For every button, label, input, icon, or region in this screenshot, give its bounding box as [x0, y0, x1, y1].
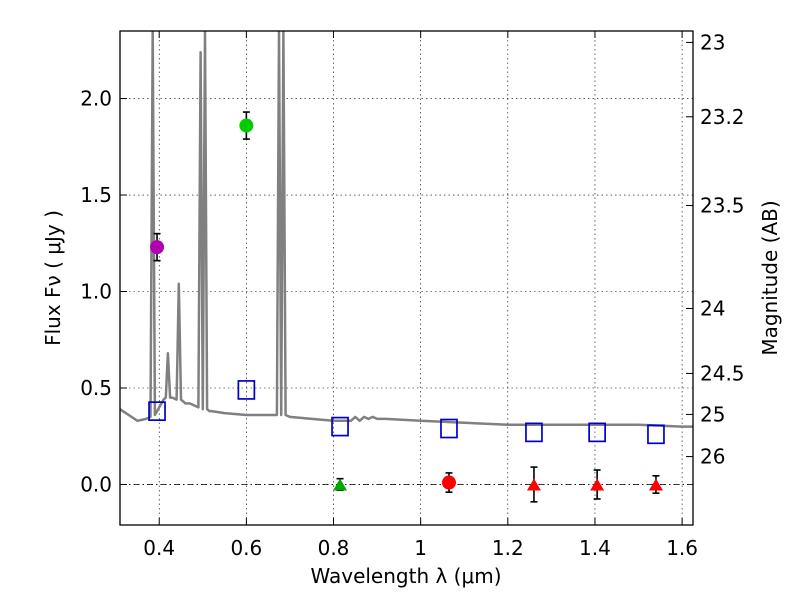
- upper-limit-triangle-marker: [648, 478, 663, 491]
- x-tick-label: 0.6: [230, 536, 262, 560]
- x-tick-label: 1: [414, 536, 427, 560]
- model-square-marker: [148, 401, 166, 421]
- detection-circle-marker: [239, 118, 254, 133]
- y2-tick-label: 23: [700, 30, 725, 54]
- y2-axis-label: Magnitude (AB): [758, 200, 782, 355]
- y2-tick-label: 23.5: [700, 194, 745, 218]
- y2-tick-label: 26: [700, 445, 725, 469]
- x-tick-label: 1.2: [492, 536, 524, 560]
- grid: [120, 31, 693, 525]
- detection-circle-marker: [150, 240, 165, 255]
- x-tick-label: 1.4: [579, 536, 611, 560]
- y2-tick-label: 25: [700, 402, 725, 426]
- axes: 0.4 0.6 0.8 1 1.2 1.4 1.6 0.0 0.5 1.0 1.5 2.0 23 23.2…: [80, 30, 744, 560]
- y-tick-label: 1.0: [80, 280, 112, 304]
- y-tick-label: 0.5: [80, 376, 112, 400]
- x-tick-label: 0.4: [143, 536, 175, 560]
- y-axis-label: Flux Fν ( μJy ): [41, 210, 65, 346]
- y-tick-label: 1.5: [80, 183, 112, 207]
- detection-circle-marker: [441, 475, 456, 490]
- upper-limit-triangle-marker: [590, 478, 605, 491]
- x-tick-label: 1.6: [666, 536, 698, 560]
- x-axis-label: Wavelength λ (μm): [310, 564, 501, 588]
- y2-tick-label: 24.5: [700, 361, 745, 385]
- plot-frame: [119, 30, 694, 526]
- model-square-marker: [647, 424, 665, 445]
- model-square-marker: [331, 416, 349, 437]
- y2-tick-label: 24: [700, 296, 725, 320]
- model-square-marker: [525, 422, 543, 443]
- y-tick-label: 2.0: [80, 87, 112, 111]
- y2-tick-label: 23.2: [700, 105, 745, 129]
- plot-area: [120, 31, 693, 503]
- spectrum-line: [120, 31, 693, 428]
- y-tick-label: 0.0: [80, 472, 112, 496]
- model-square-marker: [440, 418, 458, 439]
- upper-limit-triangle-marker: [526, 478, 541, 491]
- x-tick-label: 0.8: [318, 536, 350, 560]
- model-square-marker: [588, 422, 606, 443]
- upper-limit-triangle-marker: [333, 478, 348, 491]
- model-square-marker: [237, 380, 256, 400]
